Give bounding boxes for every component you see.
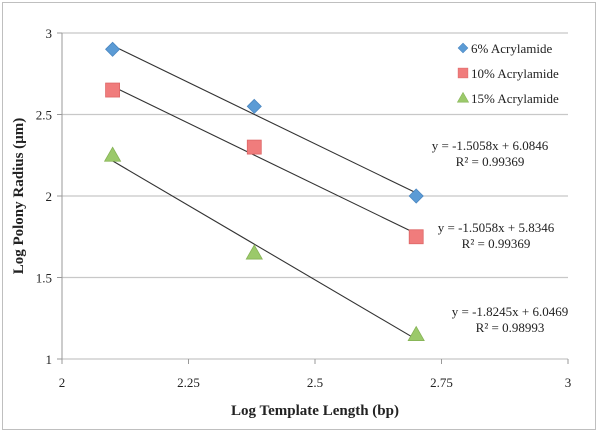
- data-point: [408, 188, 424, 204]
- data-point: [246, 139, 262, 155]
- trendline: [112, 45, 417, 194]
- y-tick-label: 2.5: [36, 108, 52, 123]
- x-axis-label: Log Template Length (bp): [231, 403, 399, 419]
- x-tick-label: 2.25: [177, 375, 200, 390]
- y-tick-label: 1.5: [36, 271, 52, 286]
- y-tick-label: 3: [46, 26, 53, 41]
- data-point: [408, 229, 424, 245]
- chart-frame: [2, 2, 596, 430]
- trendline-r-squared: R² = 0.99369: [462, 236, 531, 251]
- trendline: [112, 160, 417, 340]
- y-tick-label: 1: [46, 352, 53, 367]
- data-point: [105, 82, 120, 98]
- data-point: [245, 244, 263, 260]
- trendline-equation: y = -1.5058x + 5.8346: [438, 220, 555, 235]
- legend-label: 6% Acrylamide: [471, 41, 552, 56]
- trendline: [112, 85, 417, 235]
- legend-marker: [457, 67, 469, 79]
- x-tick-label: 2: [59, 375, 66, 390]
- data-point: [407, 325, 425, 341]
- x-tick-label: 3: [565, 375, 572, 390]
- legend-marker: [457, 42, 469, 54]
- legend-marker: [456, 91, 470, 103]
- legend-label: 10% Acrylamide: [471, 66, 559, 81]
- y-tick-label: 2: [46, 189, 53, 204]
- x-tick-label: 2.5: [307, 375, 323, 390]
- trendline-equation: y = -1.5058x + 6.0846: [432, 138, 549, 153]
- data-point: [246, 98, 262, 114]
- trendline-r-squared: R² = 0.99369: [456, 154, 525, 169]
- trendline-r-squared: R² = 0.98993: [476, 320, 545, 335]
- data-point: [103, 146, 122, 162]
- x-tick-label: 2.75: [430, 375, 453, 390]
- y-axis-label: Log Polony Radius (µm): [11, 118, 27, 275]
- data-point: [105, 41, 121, 57]
- trendline-equation: y = -1.8245x + 6.0469: [452, 304, 569, 319]
- legend-label: 15% Acrylamide: [471, 91, 559, 106]
